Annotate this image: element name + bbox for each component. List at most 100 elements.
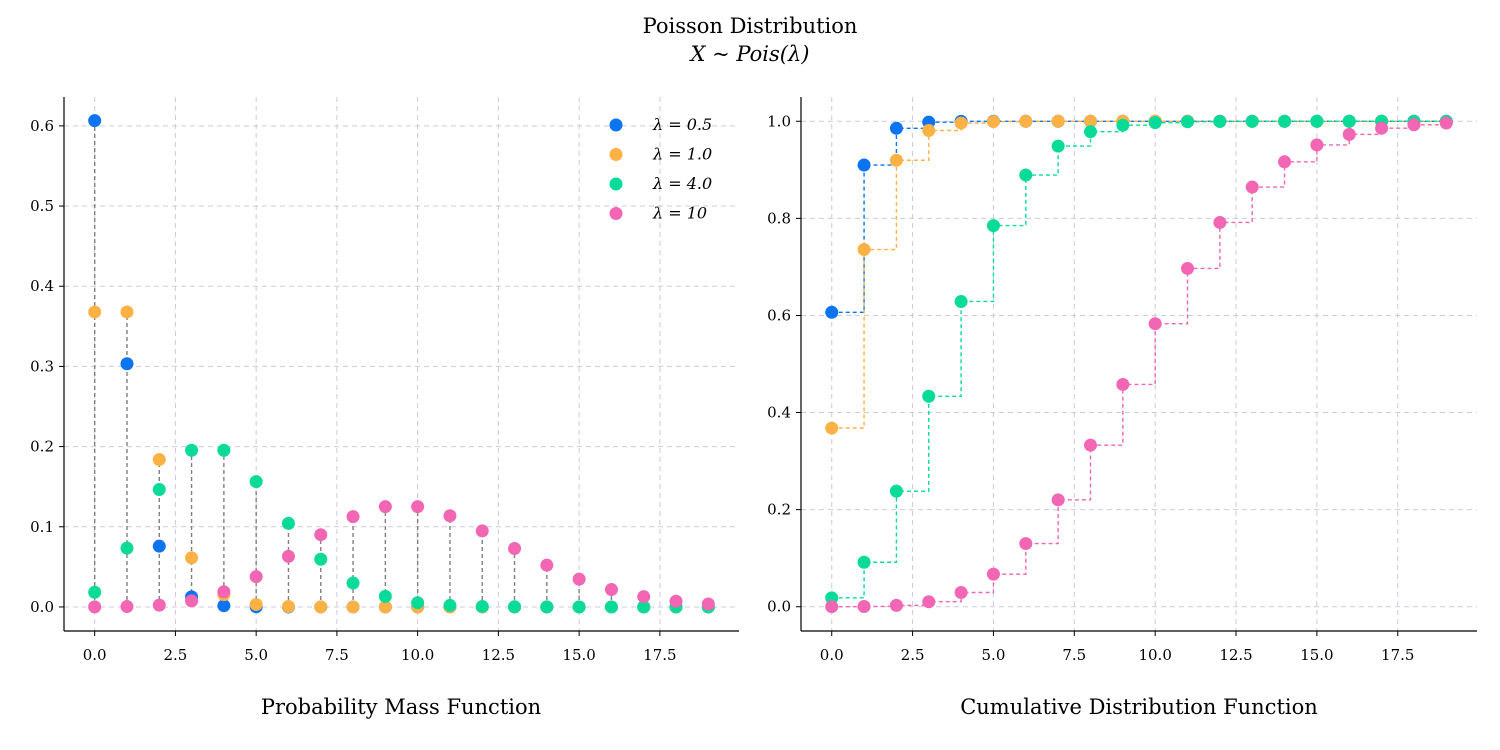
cdf-point-lambda-10 xyxy=(1245,180,1259,194)
legend-marker xyxy=(609,118,623,132)
x-tick-label: 5.0 xyxy=(244,646,268,664)
x-tick-label: 10.0 xyxy=(401,646,434,664)
pmf-point-lambda-10 xyxy=(475,524,489,538)
cdf-point-lambda-4-0 xyxy=(1116,118,1130,132)
cdf-point-lambda-10 xyxy=(1083,438,1097,452)
x-tick-label: 5.0 xyxy=(982,646,1006,664)
pmf-point-lambda-4-0 xyxy=(314,552,328,566)
pmf-grid xyxy=(64,97,739,631)
cdf-point-lambda-4-0 xyxy=(1213,114,1227,128)
cdf-point-lambda-10 xyxy=(1051,493,1065,507)
y-tick-label: 0.5 xyxy=(30,197,54,215)
pmf-point-lambda-1-0 xyxy=(346,600,360,614)
figure-subtitle: X ~ Pois(λ) xyxy=(688,42,809,66)
cdf-point-lambda-10 xyxy=(1310,138,1324,152)
cdf-point-lambda-1-0 xyxy=(825,421,839,435)
cdf-point-lambda-1-0 xyxy=(1019,114,1033,128)
cdf-point-lambda-10 xyxy=(954,586,968,600)
cdf-point-lambda-1-0 xyxy=(954,116,968,130)
cdf-point-lambda-4-0 xyxy=(1083,125,1097,139)
pmf-point-lambda-1-0 xyxy=(152,452,166,466)
pmf-point-lambda-10 xyxy=(604,583,618,597)
y-tick-label: 0.2 xyxy=(767,501,791,519)
cdf-point-lambda-1-0 xyxy=(889,153,903,167)
cdf-step-lambda-4-0 xyxy=(831,120,1447,599)
pmf-point-lambda-10 xyxy=(217,585,231,599)
legend-marker xyxy=(609,207,623,220)
pmf-point-lambda-4-0 xyxy=(508,600,522,614)
pmf-point-lambda-10 xyxy=(346,510,360,524)
pmf-point-lambda-10 xyxy=(120,600,134,614)
cdf-chart: 0.0 2.5 5.0 7.5 10.0 12.5 15.0 17.5 0.0 0.2 0.4 0.6… xyxy=(767,97,1477,719)
x-tick-label: 17.5 xyxy=(1381,646,1414,664)
cdf-point-lambda-10 xyxy=(1019,537,1033,551)
x-tick-label: 15.0 xyxy=(1300,646,1333,664)
cdf-point-lambda-4-0 xyxy=(1245,114,1259,128)
pmf-point-lambda-1-0 xyxy=(378,600,392,614)
legend-label: λ = 0.5 xyxy=(652,115,712,134)
cdf-point-lambda-10 xyxy=(1407,118,1421,132)
cdf-point-lambda-10 xyxy=(1342,127,1356,141)
y-tick-label: 0.6 xyxy=(30,117,54,135)
legend-label: λ = 4.0 xyxy=(652,174,712,193)
cdf-point-lambda-10 xyxy=(1278,155,1292,169)
cdf-point-lambda-4-0 xyxy=(1148,116,1162,130)
cdf-point-lambda-10 xyxy=(1375,121,1389,135)
pmf-point-lambda-10 xyxy=(572,572,586,586)
pmf-stems xyxy=(93,120,710,607)
x-tick-label: 17.5 xyxy=(643,646,676,664)
pmf-point-lambda-0-5 xyxy=(120,357,134,371)
cdf-point-lambda-4-0 xyxy=(1019,168,1033,182)
pmf-point-lambda-4-0 xyxy=(152,482,166,496)
cdf-point-lambda-4-0 xyxy=(1278,114,1292,128)
cdf-point-lambda-4-0 xyxy=(922,389,936,403)
x-tick-label: 0.0 xyxy=(83,646,107,664)
pmf-point-lambda-4-0 xyxy=(378,589,392,603)
pmf-point-lambda-1-0 xyxy=(88,305,102,319)
cdf-point-lambda-0-5 xyxy=(857,158,871,172)
pmf-point-lambda-4-0 xyxy=(281,516,295,530)
y-tick-label: 0.2 xyxy=(30,438,54,456)
pmf-xlabel: Probability Mass Function xyxy=(261,695,541,719)
legend-label: λ = 10 xyxy=(652,204,707,223)
pmf-point-lambda-10 xyxy=(637,590,651,604)
cdf-point-lambda-10 xyxy=(986,567,1000,581)
cdf-point-lambda-4-0 xyxy=(1051,139,1065,153)
x-tick-label: 2.5 xyxy=(163,646,187,664)
cdf-xlabel: Cumulative Distribution Function xyxy=(960,695,1318,719)
cdf-point-lambda-1-0 xyxy=(857,243,871,257)
pmf-axes: 0.0 2.5 5.0 7.5 10.0 12.5 15.0 17.5 0.0 0.1 0.2 0.3… xyxy=(30,97,739,664)
cdf-point-lambda-4-0 xyxy=(857,555,871,569)
x-tick-label: 12.5 xyxy=(1219,646,1252,664)
pmf-point-lambda-1-0 xyxy=(281,600,295,614)
pmf-point-lambda-4-0 xyxy=(540,600,554,614)
cdf-point-lambda-10 xyxy=(825,600,839,614)
pmf-point-lambda-4-0 xyxy=(88,585,102,599)
pmf-point-lambda-10 xyxy=(185,594,199,608)
pmf-point-lambda-0-5 xyxy=(217,599,231,613)
x-tick-label: 0.0 xyxy=(820,646,844,664)
pmf-point-lambda-4-0 xyxy=(217,443,231,457)
cdf-grid xyxy=(801,97,1477,631)
pmf-markers xyxy=(88,114,715,614)
cdf-point-lambda-10 xyxy=(922,595,936,609)
cdf-point-lambda-10 xyxy=(889,598,903,612)
cdf-point-lambda-4-0 xyxy=(1181,115,1195,129)
pmf-point-lambda-10 xyxy=(314,528,328,542)
cdf-point-lambda-1-0 xyxy=(1083,114,1097,128)
pmf-point-lambda-0-5 xyxy=(88,114,102,128)
x-tick-label: 7.5 xyxy=(325,646,349,664)
y-tick-label: 0.3 xyxy=(30,357,54,375)
x-tick-label: 12.5 xyxy=(482,646,515,664)
cdf-point-lambda-10 xyxy=(1439,116,1453,130)
pmf-point-lambda-4-0 xyxy=(475,599,489,613)
pmf-point-lambda-4-0 xyxy=(346,576,360,590)
pmf-point-lambda-4-0 xyxy=(572,600,586,614)
pmf-point-lambda-10 xyxy=(249,570,263,584)
pmf-point-lambda-10 xyxy=(443,509,457,523)
pmf-point-lambda-4-0 xyxy=(120,541,134,555)
cdf-point-lambda-1-0 xyxy=(922,123,936,137)
y-tick-label: 0.8 xyxy=(767,209,791,227)
pmf-point-lambda-10 xyxy=(540,558,554,572)
x-tick-label: 10.0 xyxy=(1138,646,1171,664)
